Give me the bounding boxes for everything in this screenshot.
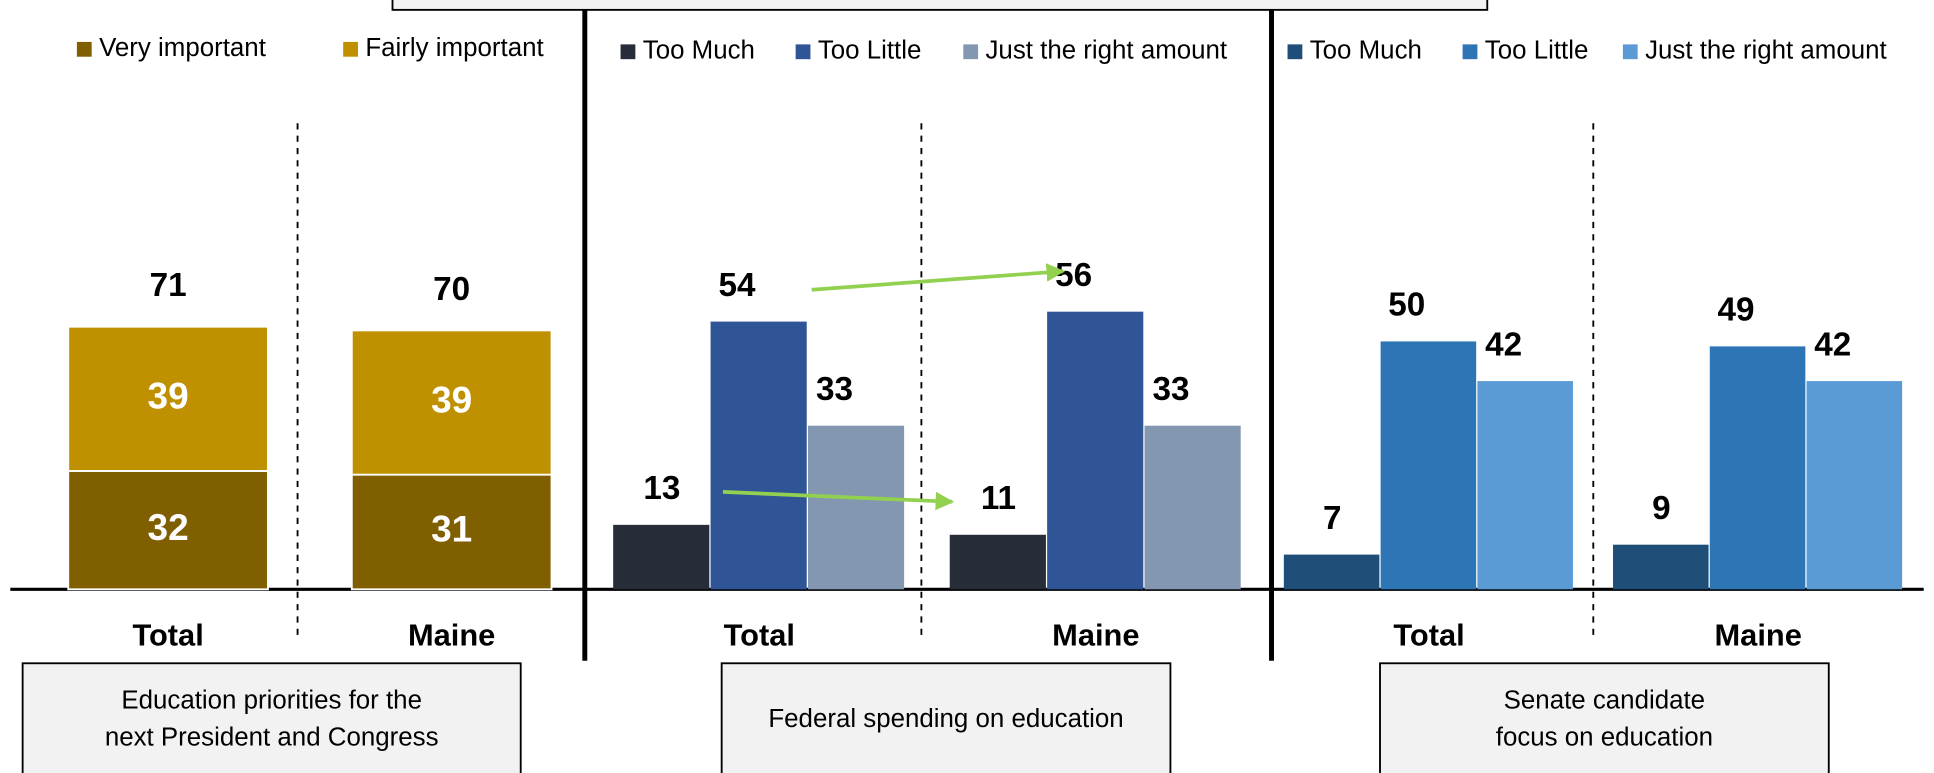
legend-label: Too Little [818,37,922,65]
x-tick-label: Maine [408,618,495,653]
legend-label: Too Much [1310,37,1422,65]
value-label: 50 [1388,287,1425,324]
bar-segment [67,325,269,472]
caption-box [21,662,522,773]
x-tick-label: Maine [1052,618,1139,653]
bar [1380,341,1477,590]
bar [613,524,710,590]
value-label: 13 [643,470,680,507]
segment-label: 31 [431,509,472,550]
legend-label: Just the right amount [1645,37,1887,65]
value-label: 33 [816,371,853,408]
x-tick-label: Total [1393,618,1464,653]
bar [807,425,905,590]
value-label: 42 [1485,326,1522,363]
caption: next President and Congress [105,723,439,751]
legend-swatch [620,44,636,60]
total-label: 71 [150,267,187,304]
legend-swatch [795,44,811,60]
x-tick-label: Maine [1715,618,1802,653]
value-label: 54 [719,267,757,304]
bar [1047,311,1144,590]
value-label: 42 [1814,326,1851,363]
legend-label: Fairly important [365,34,543,62]
segment-label: 39 [431,379,472,420]
caption: Senate candidate [1504,686,1705,714]
caption: focus on education [1496,723,1713,751]
caption-box [720,662,1172,773]
value-label: 33 [1153,371,1190,408]
x-tick-label: Total [724,618,795,653]
total-label: 70 [433,271,470,308]
bar [1283,554,1380,590]
caption: Federal spending on education [768,705,1123,733]
value-label: 49 [1717,292,1754,329]
legend-label: Just the right amount [985,37,1227,65]
legend-swatch [1462,44,1478,60]
legend-swatch [76,41,92,57]
segment-label: 39 [148,376,189,417]
bar [710,321,807,590]
bar [949,534,1046,590]
caption-box [1379,662,1830,773]
legend-label: Too Little [1485,37,1589,65]
arrow [722,490,955,511]
bar-segment [67,470,269,591]
segment-label: 32 [148,507,189,548]
bar [1806,381,1903,590]
legend-swatch [963,44,979,60]
value-label: 7 [1323,500,1342,537]
bar-segment [350,329,553,476]
legend-label: Very important [99,34,266,62]
value-label: 56 [1055,257,1092,294]
bar [1709,346,1806,590]
value-label: 9 [1652,490,1671,527]
legend-swatch [1287,44,1303,60]
legend-swatch [343,41,358,57]
legend-swatch [1622,44,1638,60]
bar [1144,425,1241,590]
marks: Very important Fairly important Total 32 39 7… [21,34,1903,773]
arrow [811,263,1066,292]
caption: Education priorities for the [121,686,422,714]
legend-label: Too Much [643,37,755,65]
value-label: 11 [981,480,1016,517]
bar [1613,544,1709,590]
x-tick-label: Total [132,618,203,653]
top-box [391,0,1489,11]
bar [1477,381,1573,590]
bar-segment [350,473,553,591]
